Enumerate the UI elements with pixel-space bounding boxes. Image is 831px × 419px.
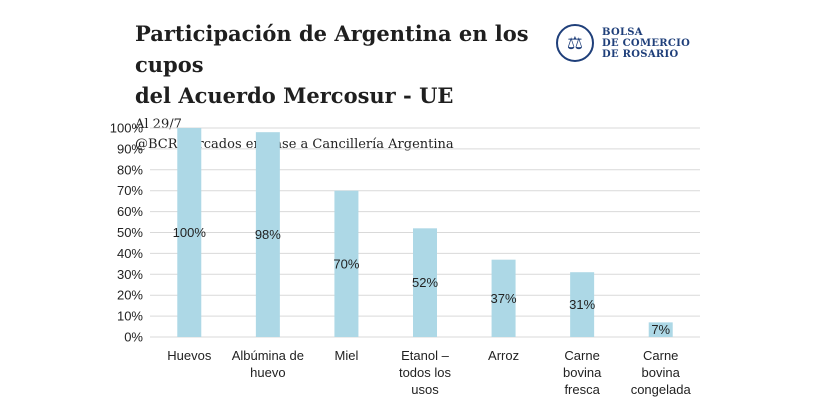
bar: [491, 259, 516, 337]
x-tick-label: huevo: [250, 365, 285, 380]
y-tick-label: 70%: [117, 183, 143, 198]
x-tick-label: Miel: [335, 348, 359, 363]
x-tick-label: Carne: [564, 348, 599, 363]
chart-subtitle: Al 29/7 @BCRmercados en base a Canciller…: [135, 115, 555, 155]
y-tick-label: 10%: [117, 309, 143, 324]
y-axis: 0% 10% 20% 30% 40% 50% 60% 70% 80% 90% 100%: [110, 121, 144, 345]
x-tick-label: Huevos: [167, 348, 212, 363]
bar: [177, 128, 202, 337]
x-tick-label: Carne: [643, 348, 678, 363]
x-tick-label: bovina: [563, 365, 602, 380]
bcr-logo: ⚖ BOLSA DE COMERCIO DE ROSARIO: [556, 24, 690, 62]
y-tick-label: 80%: [117, 162, 143, 177]
logo-line2: DE COMERCIO: [602, 37, 691, 49]
x-tick-label: todos los: [399, 365, 452, 380]
data-label: 70%: [333, 256, 359, 271]
x-tick-label: Etanol –: [401, 348, 449, 363]
bar: [570, 272, 595, 337]
x-axis: Huevos Albúmina de huevo Miel Etanol – todos …: [167, 348, 691, 397]
data-label: 98%: [255, 227, 281, 242]
logo-text: BOLSA DE COMERCIO DE ROSARIO: [602, 27, 690, 60]
scales-of-justice-icon: ⚖: [556, 24, 594, 62]
x-tick-label: fresca: [564, 382, 600, 397]
data-label: 7%: [651, 322, 670, 337]
bar: [648, 322, 673, 337]
x-tick-label: Albúmina de: [232, 348, 304, 363]
x-tick-label: Arroz: [488, 348, 519, 363]
data-labels: 100% 98% 70% 52% 37% 31% 7%: [173, 225, 671, 337]
subtitle-source: @BCRmercados en base a Cancillería Argen…: [135, 137, 454, 152]
bar: [255, 132, 280, 337]
bar: [334, 190, 359, 337]
y-tick-label: 20%: [117, 288, 143, 303]
x-tick-label: usos: [411, 382, 439, 397]
title-block: Participación de Argentina en los cupos …: [135, 18, 555, 155]
data-label: 37%: [491, 291, 517, 306]
y-tick-label: 40%: [117, 246, 143, 261]
x-tick-label: bovina: [642, 365, 681, 380]
chart-title-line1: Participación de Argentina en los cupos: [135, 21, 529, 77]
bar: [413, 228, 437, 337]
data-label: 100%: [173, 225, 207, 240]
data-label: 31%: [569, 297, 595, 312]
logo-line1: BOLSA: [602, 26, 643, 38]
chart-title: Participación de Argentina en los cupos …: [135, 18, 555, 111]
data-label: 52%: [412, 275, 438, 290]
y-tick-label: 30%: [117, 267, 143, 282]
y-tick-label: 50%: [117, 225, 143, 240]
y-tick-label: 100%: [110, 121, 144, 136]
y-tick-label: 60%: [117, 204, 143, 219]
logo-line3: DE ROSARIO: [602, 48, 679, 60]
x-tick-label: congelada: [631, 382, 692, 397]
bars: [177, 128, 673, 337]
y-tick-label: 0%: [124, 330, 143, 345]
y-tick-label: 90%: [117, 141, 143, 156]
chart-title-line2: del Acuerdo Mercosur - UE: [135, 83, 454, 108]
